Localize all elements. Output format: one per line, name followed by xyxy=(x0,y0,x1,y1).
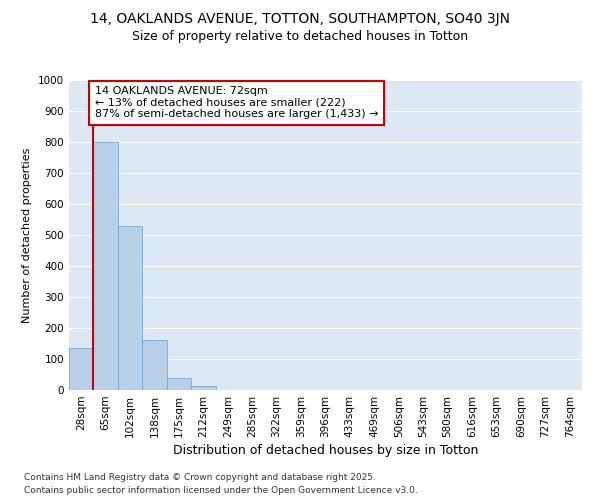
Bar xyxy=(94,142,118,390)
Bar xyxy=(167,378,191,390)
X-axis label: Distribution of detached houses by size in Totton: Distribution of detached houses by size … xyxy=(173,444,478,457)
Bar xyxy=(191,386,215,390)
Bar xyxy=(69,348,94,390)
Text: Contains public sector information licensed under the Open Government Licence v3: Contains public sector information licen… xyxy=(24,486,418,495)
Text: Contains HM Land Registry data © Crown copyright and database right 2025.: Contains HM Land Registry data © Crown c… xyxy=(24,474,376,482)
Text: Size of property relative to detached houses in Totton: Size of property relative to detached ho… xyxy=(132,30,468,43)
Text: 14, OAKLANDS AVENUE, TOTTON, SOUTHAMPTON, SO40 3JN: 14, OAKLANDS AVENUE, TOTTON, SOUTHAMPTON… xyxy=(90,12,510,26)
Text: 14 OAKLANDS AVENUE: 72sqm
← 13% of detached houses are smaller (222)
87% of semi: 14 OAKLANDS AVENUE: 72sqm ← 13% of detac… xyxy=(95,86,378,120)
Y-axis label: Number of detached properties: Number of detached properties xyxy=(22,148,32,322)
Bar xyxy=(142,340,167,390)
Bar xyxy=(118,226,142,390)
